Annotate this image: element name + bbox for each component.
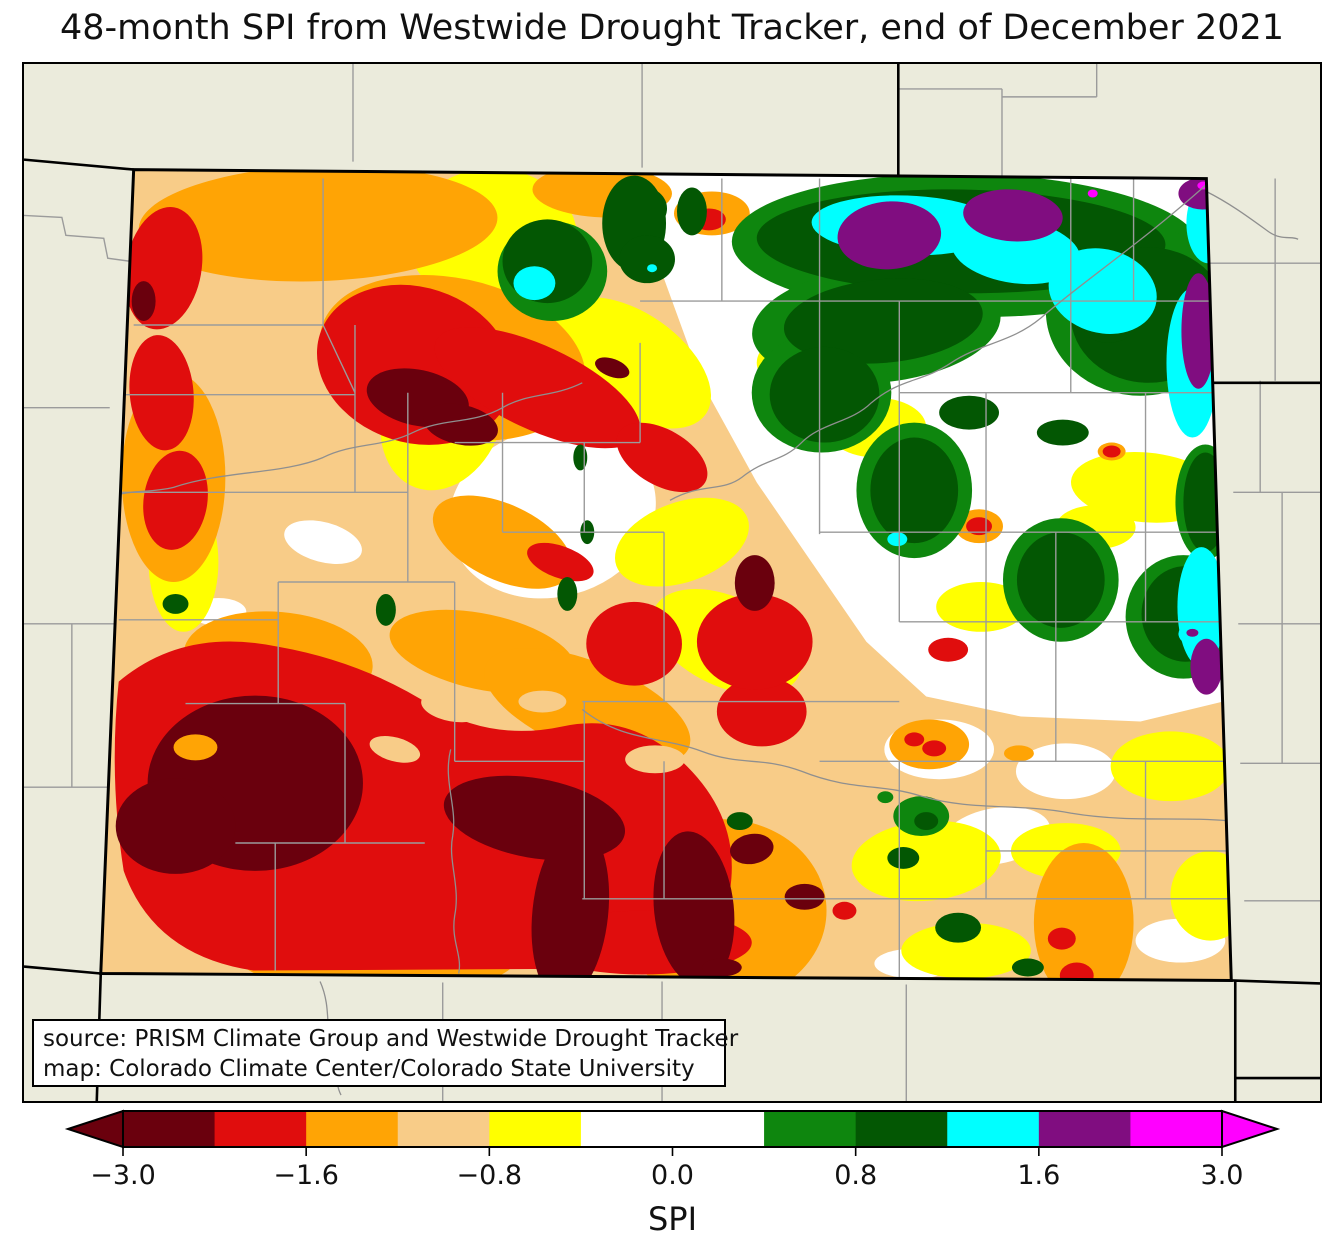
colorado-spi-map: [24, 64, 1320, 1101]
colorbar-over-arrow: [1221, 1109, 1281, 1149]
neighbor-state-borders: [24, 64, 1320, 1101]
colorbar-segment: [214, 1111, 307, 1147]
colorbar-segment: [764, 1111, 857, 1147]
colorbar-tick-label: −0.8: [457, 1160, 523, 1191]
map-credit-line: map: Colorado Climate Center/Colorado St…: [43, 1056, 695, 1082]
source-annotation-box: source: PRISM Climate Group and Westwide…: [32, 1019, 739, 1087]
map-axes: source: PRISM Climate Group and Westwide…: [22, 62, 1322, 1103]
colorbar-segment: [580, 1111, 674, 1147]
colorbar-segment: [1130, 1111, 1223, 1147]
colorbar-under-arrow: [64, 1109, 124, 1149]
colorbar-tick-label: 3.0: [1201, 1160, 1244, 1191]
colorbar-tick-label: −1.6: [273, 1160, 339, 1191]
colorbar-segment: [397, 1111, 490, 1147]
page-title: 48-month SPI from Westwide Drought Track…: [59, 8, 1285, 48]
colorbar-segment: [1038, 1111, 1132, 1147]
source-line: source: PRISM Climate Group and Westwide…: [43, 1026, 739, 1052]
colorbar-svg: −3.0 −1.6 −0.8 0.0 0.8 1.6 3.0 SPI: [64, 1109, 1281, 1238]
colorado-state-border: [99, 168, 1233, 982]
colorbar-tick-label: 0.0: [651, 1160, 694, 1191]
colorbar-segment: [489, 1111, 582, 1147]
colorbar-segment: [123, 1111, 216, 1147]
colorbar-segment: [672, 1111, 765, 1147]
colorbar-tick-label: 0.8: [834, 1160, 877, 1191]
colorbar-tick-label: 1.6: [1017, 1160, 1060, 1191]
colorbar-axis-label: SPI: [648, 1200, 697, 1238]
layer-drought-accents: [173, 690, 685, 774]
colorbar-segment: [306, 1111, 399, 1147]
colorbar-segment: [855, 1111, 948, 1147]
colorbar-segment: [947, 1111, 1040, 1147]
colorbar-tick-label: −3.0: [90, 1160, 156, 1191]
rivers-inside: [118, 185, 1232, 974]
colorbar: −3.0 −1.6 −0.8 0.0 0.8 1.6 3.0 SPI: [0, 1103, 1344, 1259]
colorado-county-lines: [111, 178, 1232, 981]
spi-contour-layers: [100, 169, 1232, 981]
